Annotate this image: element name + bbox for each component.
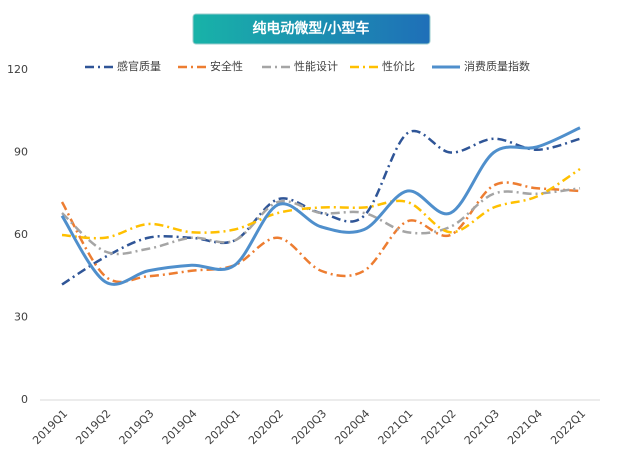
title-box: [192, 13, 431, 45]
legend-label: 消费质量指数: [464, 59, 530, 73]
y-tick-label: 30: [14, 311, 28, 324]
legend-label: 性价比: [382, 59, 415, 73]
x-tick-label: 2019Q2: [73, 407, 113, 447]
y-tick-label: 0: [21, 393, 28, 406]
x-tick-label: 2021Q4: [505, 407, 545, 447]
x-tick-label: 2019Q4: [160, 407, 200, 447]
x-tick-label: 2020Q3: [289, 407, 329, 447]
series-line: [61, 187, 581, 256]
legend-label: 安全性: [210, 59, 243, 73]
x-tick-label: 2020Q1: [203, 407, 243, 447]
series-line: [60, 126, 581, 286]
x-tick-label: 2021Q2: [419, 407, 459, 447]
x-tick-label: 2020Q2: [246, 407, 286, 447]
legend-label: 感官质量: [117, 59, 161, 73]
y-tick-label: 90: [14, 146, 28, 159]
legend-label: 性能设计: [294, 59, 338, 73]
series-line: [60, 181, 581, 284]
x-tick-label: 2021Q1: [376, 407, 416, 447]
x-tick-label: 2019Q1: [30, 407, 70, 447]
x-tick-label: 2021Q3: [462, 407, 502, 447]
x-tick-label: 2020Q4: [332, 407, 372, 447]
x-tick-label: 2022Q1: [548, 407, 588, 447]
chart-title: 纯电动微型/小型车: [252, 20, 369, 37]
series-line: [61, 167, 581, 240]
y-tick-label: 120: [7, 63, 28, 76]
x-tick-label: 2019Q3: [117, 407, 157, 447]
y-tick-label: 60: [14, 228, 28, 241]
series-line: [61, 129, 581, 286]
